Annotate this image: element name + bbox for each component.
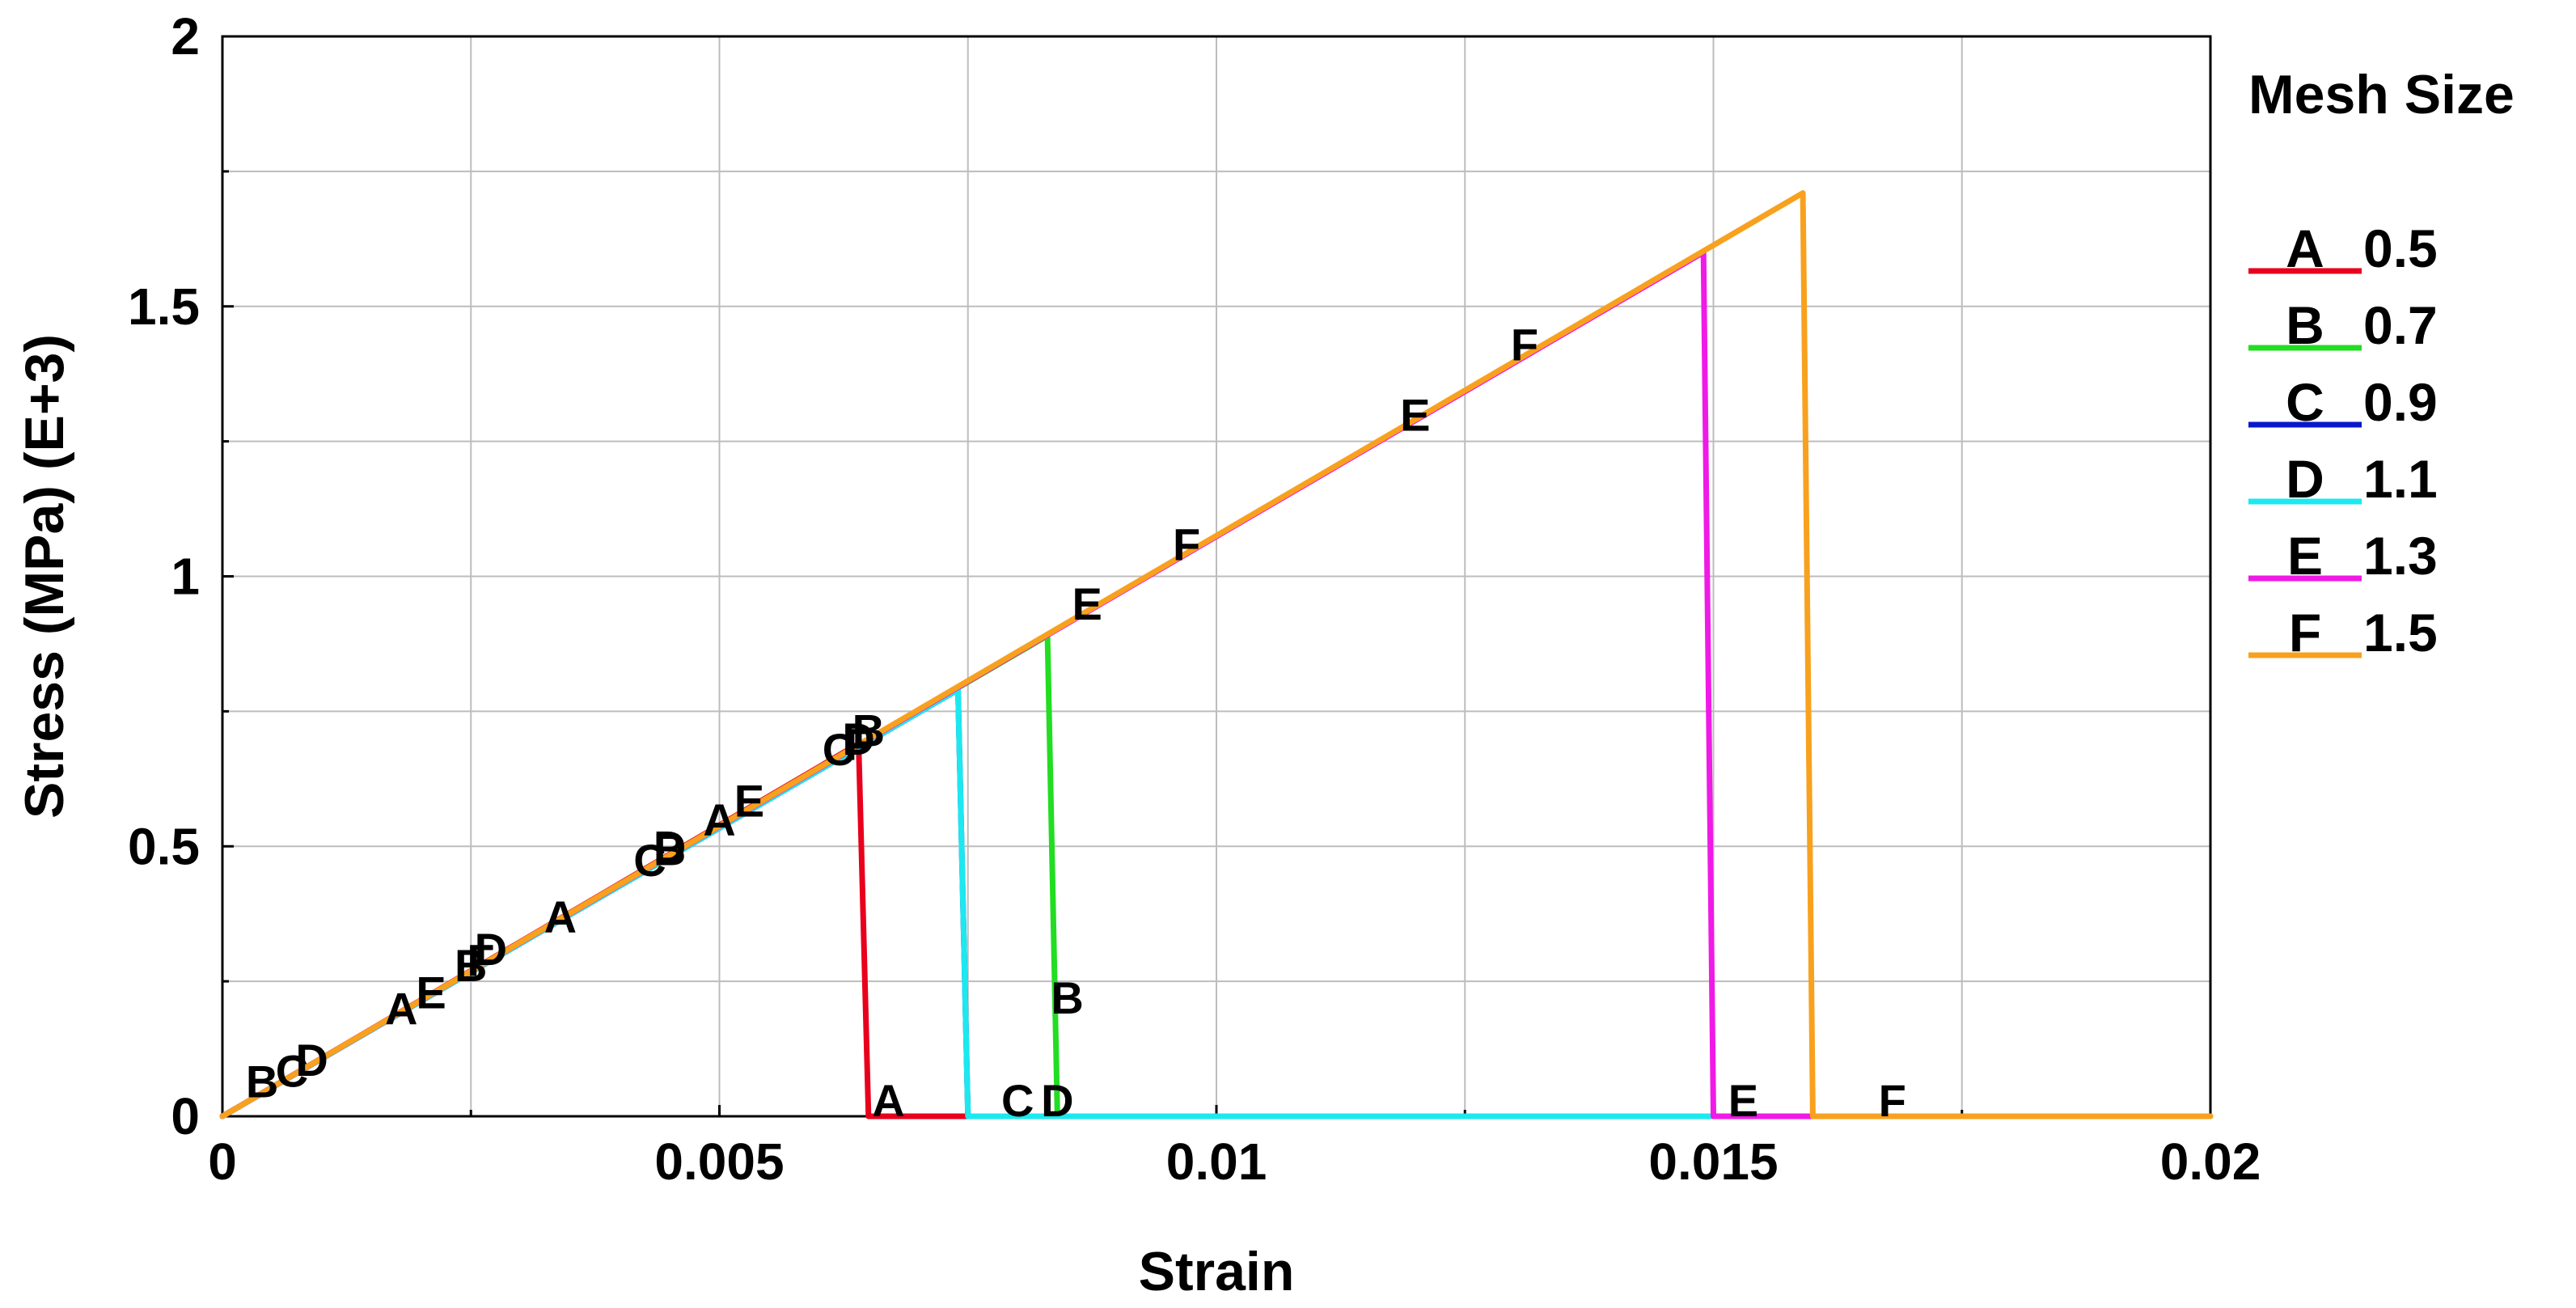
series-marker-f: F	[1511, 319, 1538, 370]
series-marker-e: E	[1400, 389, 1430, 440]
series-marker-f: F	[467, 934, 494, 985]
series-marker-b: B	[654, 824, 686, 875]
series-marker-c: C	[633, 835, 666, 886]
series-marker-f: F	[844, 718, 872, 769]
series-marker-c: C	[1001, 1075, 1034, 1126]
series-marker-a: A	[544, 891, 577, 942]
axis-ticks: 0 0.005 0.01 0.015 0.02 0 0.5 1 1.5 2	[128, 7, 2261, 1191]
legend-label-c: 0.9	[2363, 372, 2438, 432]
y-axis-title: Stress (MPa) (E+3)	[14, 334, 75, 819]
series-marker-a: A	[872, 1075, 904, 1126]
legend-label-f: 1.5	[2363, 603, 2438, 662]
legend-title: Mesh Size	[2248, 64, 2515, 125]
series-marker-c: C	[823, 724, 855, 775]
legend-marker-f: F	[2289, 603, 2321, 662]
series-marker-f: F	[1879, 1075, 1906, 1126]
series-marker-b: B	[246, 1056, 278, 1107]
legend: Mesh Size A 0.5 B 0.7 C 0.9 D 1.1 E 1.3 F 1.5	[2248, 64, 2515, 662]
series-marker-b: B	[852, 705, 885, 756]
series-marker-e: E	[734, 776, 764, 827]
series-marker-d: D	[295, 1035, 328, 1086]
x-tick-label: 0.02	[2160, 1132, 2261, 1191]
legend-label-a: 0.5	[2363, 218, 2438, 278]
y-tick-label: 1	[171, 548, 200, 606]
x-tick-label: 0.01	[1166, 1132, 1267, 1191]
series-marker-f: F	[1173, 519, 1200, 569]
y-tick-label: 0.5	[128, 817, 200, 875]
series-marker-c: C	[276, 1045, 308, 1096]
series-marker-e: E	[1728, 1075, 1758, 1126]
legend-marker-c: C	[2286, 372, 2324, 432]
y-tick-label: 1.5	[128, 277, 200, 336]
legend-label-b: 0.7	[2363, 295, 2438, 355]
x-tick-label: 0.005	[654, 1132, 784, 1191]
series-marker-b: B	[1051, 972, 1083, 1023]
series-marker-d: D	[475, 924, 507, 975]
series-marker-a: A	[385, 984, 417, 1035]
series-marker-a: A	[703, 794, 735, 845]
legend-marker-d: D	[2286, 449, 2324, 509]
y-tick-label: 2	[171, 7, 200, 66]
legend-marker-e: E	[2287, 526, 2323, 586]
y-tick-label: 0	[171, 1087, 200, 1145]
x-axis-title: Strain	[1139, 1241, 1295, 1302]
series-marker-e: E	[416, 967, 446, 1018]
series-line-f	[219, 190, 2214, 1120]
series-lines	[219, 190, 2214, 1120]
series-marker-d: D	[842, 713, 874, 764]
series-marker-d: D	[654, 821, 686, 872]
legend-label-d: 1.1	[2363, 449, 2438, 509]
series-marker-e: E	[1072, 578, 1102, 629]
x-tick-label: 0.015	[1648, 1132, 1778, 1191]
legend-marker-a: A	[2286, 218, 2324, 278]
legend-marker-b: B	[2286, 295, 2324, 355]
legend-items: A 0.5 B 0.7 C 0.9 D 1.1 E 1.3 F 1.5	[2248, 218, 2438, 662]
legend-label-e: 1.3	[2363, 526, 2438, 586]
x-tick-label: 0	[208, 1132, 237, 1191]
series-marker-d: D	[1041, 1075, 1073, 1126]
series-marker-b: B	[455, 940, 487, 991]
